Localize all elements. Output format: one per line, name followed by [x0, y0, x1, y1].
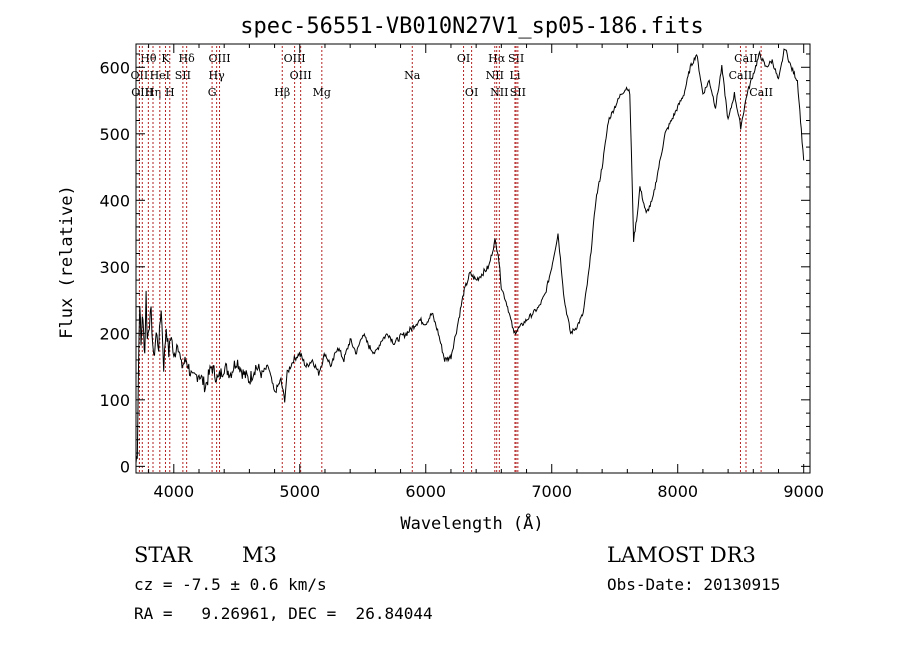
marker-label: OII: [131, 69, 149, 82]
y-tick-label: 200: [99, 324, 130, 343]
coordinates: RA = 9.26961, DEC = 26.84044: [134, 604, 433, 623]
object-class: STAR: [134, 543, 193, 567]
x-tick-label: 5000: [279, 482, 320, 501]
plot-frame: [135, 43, 811, 474]
y-tick-label: 400: [99, 191, 130, 210]
y-tick-label: 300: [99, 258, 130, 277]
marker-label: Li: [510, 69, 521, 82]
redshift-cz: cz = -7.5 ± 0.6 km/s: [134, 575, 327, 594]
survey-name: LAMOST DR3: [607, 543, 756, 567]
x-tick-label: 7000: [531, 482, 572, 501]
y-tick-label: 100: [99, 391, 130, 410]
marker-label: Mg: [313, 86, 331, 99]
marker-label: OIII: [131, 86, 153, 99]
marker-label: SII: [508, 52, 524, 65]
x-tick-label: 8000: [657, 482, 698, 501]
marker-label: H: [165, 86, 175, 99]
object-subclass: M3: [242, 543, 277, 567]
marker-label: OIII: [284, 52, 306, 65]
x-tick-label: 9000: [783, 482, 824, 501]
y-tick-label: 600: [99, 58, 130, 77]
y-tick-label: 500: [99, 125, 130, 144]
x-tick-label: 4000: [153, 482, 194, 501]
marker-label: NII: [486, 69, 504, 82]
marker-label: OI: [457, 52, 470, 65]
marker-label: NII: [490, 86, 508, 99]
marker-label: Hδ: [179, 52, 196, 65]
marker-label: CaII: [729, 69, 753, 82]
marker-label: Hη: [145, 86, 161, 99]
marker-label: SII: [510, 86, 526, 99]
marker-label: CaII: [749, 86, 773, 99]
marker-label: Hγ: [209, 69, 226, 82]
flux-series: [135, 48, 805, 464]
marker-label: Hα: [488, 52, 506, 65]
marker-label: K: [161, 52, 170, 65]
x-axis-ticks: 4000 5000 6000 7000 8000 9000: [148, 44, 824, 501]
marker-label: SII: [175, 69, 191, 82]
y-tick-label: 0: [120, 457, 130, 476]
x-axis-label: Wavelength (Å): [400, 512, 543, 534]
marker-label: OI: [465, 86, 478, 99]
marker-label: G: [208, 86, 217, 99]
marker-label: Na: [404, 69, 421, 82]
marker-label: HeI: [150, 69, 170, 82]
y-axis-ticks: 0 100 200 300 400 500 600: [99, 53, 810, 476]
y-axis-label: Flux (relative): [57, 185, 77, 339]
x-tick-label: 6000: [405, 482, 446, 501]
marker-label: OIII: [208, 52, 230, 65]
flux-line: [135, 48, 805, 464]
marker-label: CaII: [734, 52, 758, 65]
obs-date: Obs-Date: 20130915: [607, 575, 780, 594]
chart-title: spec-56551-VB010N27V1_sp05-186.fits: [240, 14, 704, 39]
marker-label: OIII: [290, 69, 312, 82]
marker-label: Hβ: [274, 86, 290, 99]
